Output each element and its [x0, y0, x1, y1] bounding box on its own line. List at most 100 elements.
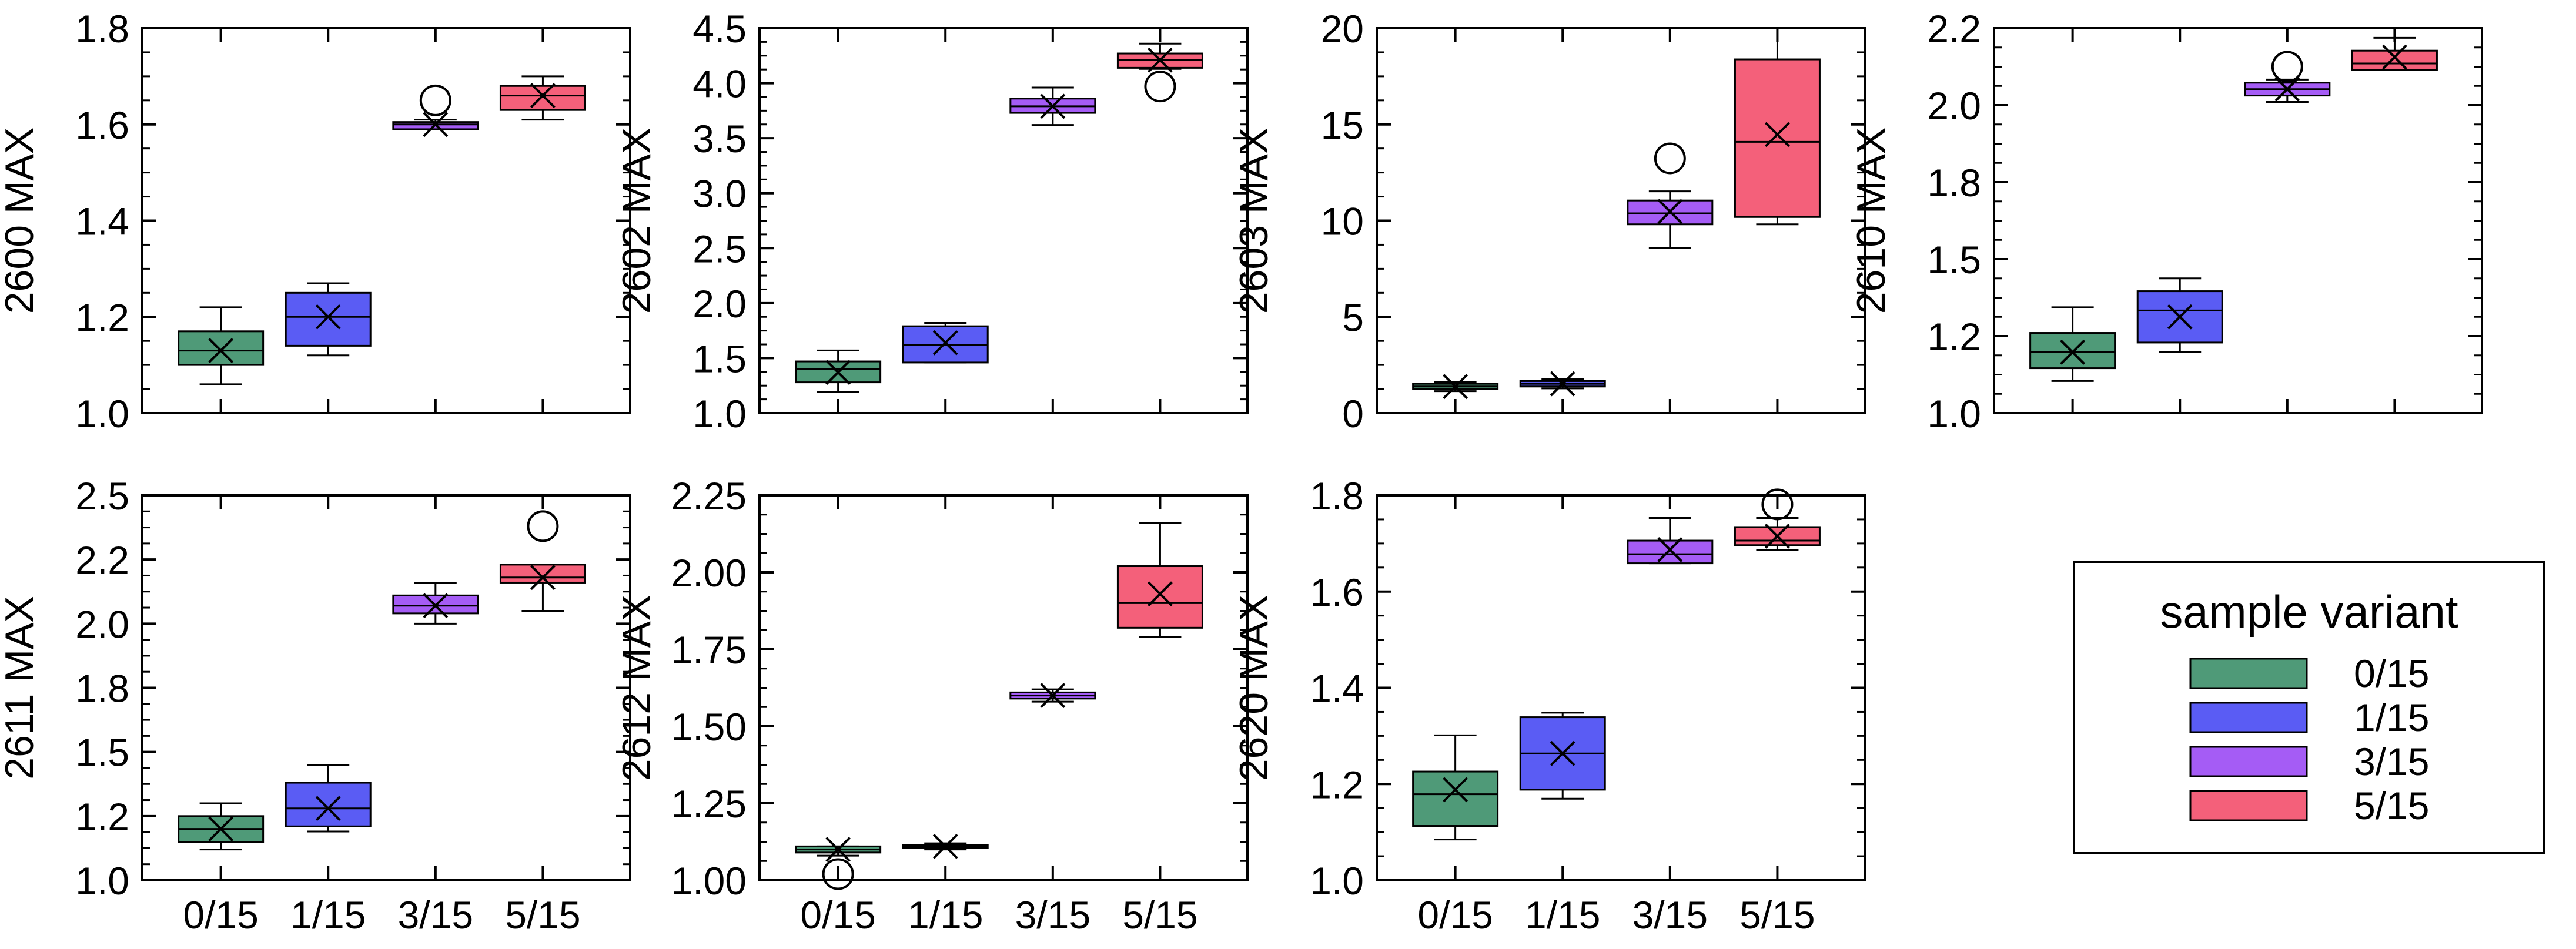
- box-3-15: [1627, 142, 1714, 249]
- mean-marker: [1443, 777, 1468, 803]
- box-1-15: [902, 322, 989, 364]
- box-0-15: [1412, 374, 1499, 400]
- box-1-15: [2136, 277, 2223, 353]
- y-tick-label: 1.6: [1310, 571, 1364, 614]
- y-tick-label: 15: [1321, 103, 1364, 147]
- iqr-box: [499, 564, 586, 584]
- legend-entry-label: 5/15: [2354, 784, 2429, 827]
- box-3-15: [1009, 683, 1096, 709]
- y-tick-label: 1.25: [671, 782, 747, 826]
- box-1-15: [902, 833, 989, 859]
- y-tick-label: 1.50: [671, 705, 747, 749]
- y-tick-label: 4.0: [692, 62, 747, 106]
- plot-frame: [758, 494, 1249, 881]
- y-axis-label: 2600 MAX: [0, 128, 42, 314]
- x-tick-label: 5/15: [1739, 893, 1815, 937]
- iqr-box: [1627, 539, 1714, 565]
- box-1-15: [285, 764, 372, 833]
- y-tick-label: 1.2: [75, 795, 129, 839]
- box-1-15: [1519, 712, 1606, 800]
- box-5-15: [2351, 36, 2438, 71]
- box-1-15: [285, 282, 372, 357]
- y-tick-label: 1.0: [75, 859, 129, 903]
- y-tick-label: 20: [1321, 7, 1364, 51]
- box-5-15: [1116, 522, 1203, 638]
- y-tick-label: 0: [1342, 392, 1364, 435]
- box-5-15: [499, 510, 586, 612]
- box-1-15: [1519, 371, 1606, 397]
- x-tick-label: 1/15: [1525, 893, 1600, 937]
- legend-swatch: [2189, 658, 2308, 689]
- box-3-15: [392, 84, 479, 138]
- legend-entry-label: 1/15: [2354, 696, 2429, 739]
- mean-marker: [530, 83, 556, 109]
- iqr-box: [1412, 770, 1499, 827]
- y-tick-label: 3.0: [692, 172, 747, 216]
- y-tick-label: 5: [1342, 296, 1364, 339]
- box-5-15: [1734, 488, 1821, 551]
- mean-marker: [825, 837, 851, 863]
- box-3-15: [1627, 517, 1714, 565]
- y-tick-label: 1.4: [1310, 667, 1364, 710]
- mean-marker: [1148, 581, 1173, 607]
- mean-marker: [1765, 523, 1790, 549]
- mean-marker: [2060, 339, 2086, 365]
- x-tick-label: 3/15: [398, 893, 473, 937]
- panel-7: 1.0 1.2 1.4 1.6 1.8 2620 MAX 0/15 1/15 3/15 5/15: [1232, 474, 1866, 937]
- iqr-box: [1734, 58, 1821, 218]
- mean-marker: [2167, 304, 2193, 330]
- iqr-box: [1734, 526, 1821, 546]
- iqr-box: [499, 85, 586, 111]
- mean-marker: [423, 112, 449, 138]
- legend: sample variant 0/151/153/155/15: [2073, 561, 2545, 854]
- mean-marker: [932, 833, 958, 859]
- outlier-point: [527, 510, 559, 542]
- panel-4: 1.0 1.2 1.5 1.8 2.0 2.2 2610 MAX: [1849, 7, 2483, 435]
- y-tick-label: 2.0: [1927, 84, 1981, 128]
- y-tick-label: 2.5: [75, 474, 129, 518]
- y-tick-label: 1.8: [1927, 161, 1981, 204]
- y-tick-label: 2.5: [692, 227, 747, 270]
- y-tick-label: 1.0: [1310, 859, 1364, 903]
- iqr-box: [285, 291, 372, 347]
- y-tick-label: 1.00: [671, 859, 747, 903]
- y-axis-label: 2612 MAX: [614, 595, 659, 782]
- outlier-point: [822, 858, 854, 890]
- mean-marker: [2274, 76, 2300, 102]
- panel-2: 1.0 1.5 2.0 2.5 3.0 3.5 4.0 4.5 2602 MAX: [614, 7, 1249, 435]
- box-3-15: [2244, 51, 2331, 103]
- box-5-15: [1116, 42, 1203, 103]
- y-tick-label: 1.8: [75, 7, 129, 51]
- legend-frame: [2073, 561, 2545, 854]
- y-axis-label: 2620 MAX: [1232, 595, 1276, 782]
- mean-marker: [423, 593, 449, 619]
- y-tick-label: 2.0: [75, 602, 129, 646]
- mean-marker: [1657, 537, 1683, 562]
- y-tick-label: 1.0: [692, 392, 747, 435]
- box-5-15: [499, 75, 586, 121]
- y-tick-label: 1.5: [1927, 238, 1981, 281]
- mean-marker: [1657, 199, 1683, 224]
- mean-marker: [208, 816, 234, 842]
- mean-marker: [1765, 122, 1790, 147]
- y-tick-label: 4.5: [692, 7, 747, 51]
- x-tick-label: 1/15: [290, 893, 366, 937]
- x-tick-label: 3/15: [1015, 893, 1090, 937]
- x-tick-label: 1/15: [908, 893, 983, 937]
- iqr-box: [285, 782, 372, 827]
- x-tick-label: 5/15: [505, 893, 580, 937]
- y-axis-label: 2602 MAX: [614, 128, 659, 314]
- mean-marker: [1148, 47, 1173, 73]
- y-tick-label: 1.8: [75, 667, 129, 710]
- y-tick-label: 1.2: [75, 296, 129, 339]
- mean-marker: [1443, 374, 1468, 400]
- box-3-15: [1009, 86, 1096, 126]
- y-tick-label: 1.75: [671, 628, 747, 672]
- legend-title: sample variant: [2160, 586, 2458, 638]
- legend-entry-label: 3/15: [2354, 740, 2429, 783]
- y-tick-label: 1.2: [1927, 315, 1981, 358]
- box-0-15: [1412, 734, 1499, 841]
- y-tick-label: 1.0: [75, 392, 129, 435]
- mean-marker: [208, 338, 234, 363]
- iqr-box: [178, 330, 265, 366]
